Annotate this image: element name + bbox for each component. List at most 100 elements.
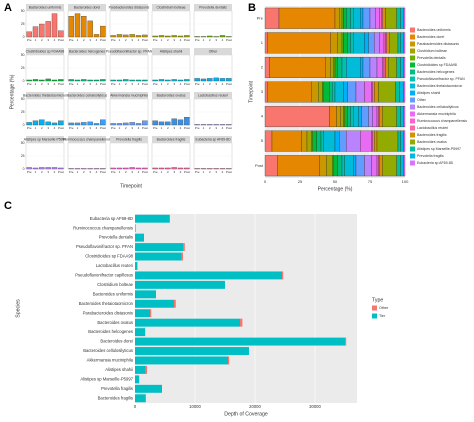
bar (74, 122, 81, 126)
bar (39, 119, 45, 126)
x-tick-label: 1 (161, 82, 163, 86)
legend-title: Type (372, 297, 383, 303)
bar (93, 34, 100, 38)
x-tick-label: 2 (209, 82, 211, 86)
legend-swatch (410, 111, 415, 117)
x-tick-label: 1 (119, 126, 121, 130)
bar-segment (343, 106, 345, 128)
x-tick-label: Pre (195, 126, 200, 130)
y-tick-label: Post (255, 163, 264, 168)
x-tick-label: Post (142, 170, 148, 174)
bar (184, 167, 190, 170)
facet-strip (26, 92, 64, 99)
bar-segment (240, 318, 243, 327)
bar (135, 167, 142, 170)
facet-strip (194, 48, 232, 55)
bar (152, 35, 158, 38)
facet-strip (110, 92, 148, 99)
legend-swatch (410, 48, 415, 54)
bar-segment (400, 56, 404, 78)
bar-segment (403, 81, 406, 103)
y-tick-label: Clostridium bolteae (97, 282, 134, 287)
bar-segment (345, 337, 347, 346)
bar-segment (364, 81, 372, 103)
facet-strip (68, 48, 106, 55)
bar-segment (371, 155, 378, 177)
x-tick-label: Post (58, 82, 64, 86)
bar (213, 77, 219, 82)
panel-label: C (4, 200, 12, 212)
x-tick-label: 2 (41, 82, 43, 86)
bar (81, 79, 87, 82)
bar-segment (375, 7, 380, 29)
x-tick-label: Pre (111, 38, 116, 42)
bar (45, 78, 51, 82)
x-tick-label: 2 (167, 82, 169, 86)
bar-segment (400, 32, 404, 54)
x-tick-label: 3 (131, 170, 133, 174)
y-tick-label: 0 (23, 123, 25, 127)
legend-swatch (372, 313, 377, 319)
bar (116, 167, 123, 170)
facet-title: Pseudoflavonifractor sp. PFAN (106, 49, 153, 53)
y-tick-label: Akkermansia muciniphila (87, 358, 134, 363)
facet-title: Clostridioides sp FDAA98 (26, 49, 65, 53)
bar-segment (400, 155, 404, 177)
facet-strip (68, 136, 106, 143)
facet-strip (110, 48, 148, 55)
y-tick-label: 25 (21, 154, 25, 158)
x-tick-label: 2 (209, 170, 211, 174)
y-tick-label: Bacteroides cellulosilyticus (83, 348, 133, 353)
x-tick-label: 25 (298, 179, 303, 184)
x-tick-label: 75 (368, 179, 373, 184)
legend-label: Parabacteroides distasonis (417, 42, 459, 46)
facet-title: Prevotella fragilis (116, 137, 142, 141)
bar (110, 123, 116, 126)
bar-segment (343, 32, 348, 54)
bar (51, 167, 58, 170)
bar (165, 35, 171, 38)
bar (32, 79, 39, 82)
bar-segment (337, 56, 343, 78)
x-tick-label: 4 (96, 38, 98, 42)
bar (26, 79, 32, 82)
y-tick-label: Alistipes shahii (105, 367, 133, 372)
x-axis-label: Percentage (%) (318, 186, 353, 192)
legend-swatch (410, 139, 415, 145)
x-tick-label: Pre (69, 82, 74, 86)
facet-title: Ruminococcus champanellensis (63, 137, 112, 141)
bar-segment (360, 56, 364, 78)
x-tick-label: Pre (69, 170, 74, 174)
bar-segment (374, 32, 380, 54)
bar-segment (329, 81, 333, 103)
y-tick-label: 0 (23, 167, 25, 171)
x-tick-label: 3 (215, 170, 217, 174)
bar-segment (382, 56, 385, 78)
y-tick-label: Pseudoflavonifractor sp. PFAN (76, 244, 133, 249)
bar (226, 36, 232, 38)
y-tick-label: 5 (261, 138, 264, 143)
bar-segment (403, 130, 406, 152)
bar-segment (135, 214, 170, 223)
bar-segment (362, 7, 371, 29)
bar (93, 79, 100, 82)
facet-strip (152, 92, 190, 99)
x-tick-label: 4 (54, 126, 56, 130)
bar (207, 124, 213, 126)
bar (200, 124, 207, 126)
bar (26, 122, 32, 126)
bar-segment (145, 365, 147, 374)
x-tick-label: 3 (89, 82, 91, 86)
bar-segment (264, 32, 268, 54)
x-tick-label: 1 (203, 170, 205, 174)
y-axis-label: Species (15, 299, 21, 318)
facet-title: Alistipes shahii (160, 49, 183, 53)
facet-strip (68, 92, 106, 99)
facet-title: Bacteroides ovatus (157, 93, 186, 97)
x-tick-label: Post (184, 38, 190, 42)
bar (68, 122, 74, 126)
x-tick-label: 3 (47, 126, 49, 130)
bar (177, 79, 184, 82)
bar-segment (379, 7, 382, 29)
bar (110, 167, 116, 170)
